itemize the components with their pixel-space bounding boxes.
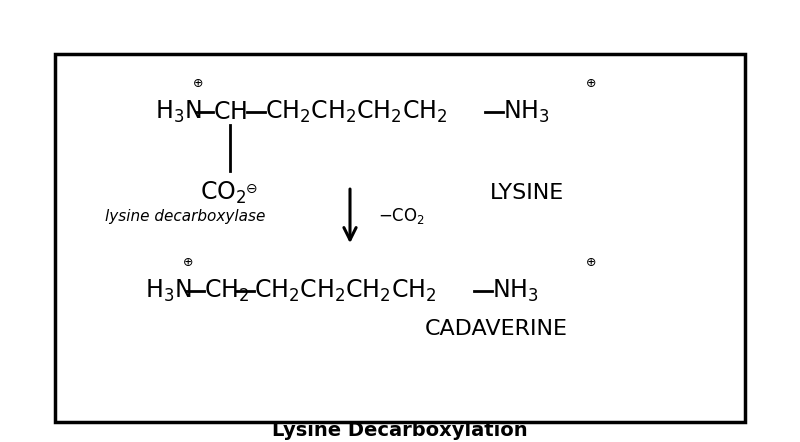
Text: lysine decarboxylase: lysine decarboxylase (105, 209, 266, 224)
Text: $\mathregular{CH_2CH_2CH_2CH_2}$: $\mathregular{CH_2CH_2CH_2CH_2}$ (254, 278, 437, 304)
Text: $\mathregular{H_3N}$: $\mathregular{H_3N}$ (145, 278, 192, 304)
Text: $\oplus$: $\oplus$ (192, 77, 204, 90)
Text: Lysine Decarboxylation: Lysine Decarboxylation (272, 421, 528, 440)
FancyBboxPatch shape (55, 54, 745, 422)
Text: $\mathregular{NH_3}$: $\mathregular{NH_3}$ (492, 278, 539, 304)
Text: $\mathregular{CH_2CH_2CH_2CH_2}$: $\mathregular{CH_2CH_2CH_2CH_2}$ (265, 99, 447, 125)
Text: $\mathregular{CO_2}$: $\mathregular{CO_2}$ (200, 180, 246, 206)
Text: $\mathregular{- CO_2}$: $\mathregular{- CO_2}$ (378, 206, 425, 226)
Text: CADAVERINE: CADAVERINE (425, 319, 568, 339)
Text: $\mathregular{NH_3}$: $\mathregular{NH_3}$ (503, 99, 550, 125)
Text: $\oplus$: $\oplus$ (586, 77, 597, 90)
Text: $\oplus$: $\oplus$ (182, 256, 194, 270)
Text: $\mathregular{H_3N}$: $\mathregular{H_3N}$ (155, 99, 202, 125)
Text: $\oplus$: $\oplus$ (586, 256, 597, 270)
Text: $\mathregular{CH}$: $\mathregular{CH}$ (213, 99, 247, 124)
Text: LYSINE: LYSINE (490, 183, 564, 203)
Text: $\ominus$: $\ominus$ (245, 182, 258, 196)
Text: $\mathregular{CH_2}$: $\mathregular{CH_2}$ (204, 278, 250, 304)
